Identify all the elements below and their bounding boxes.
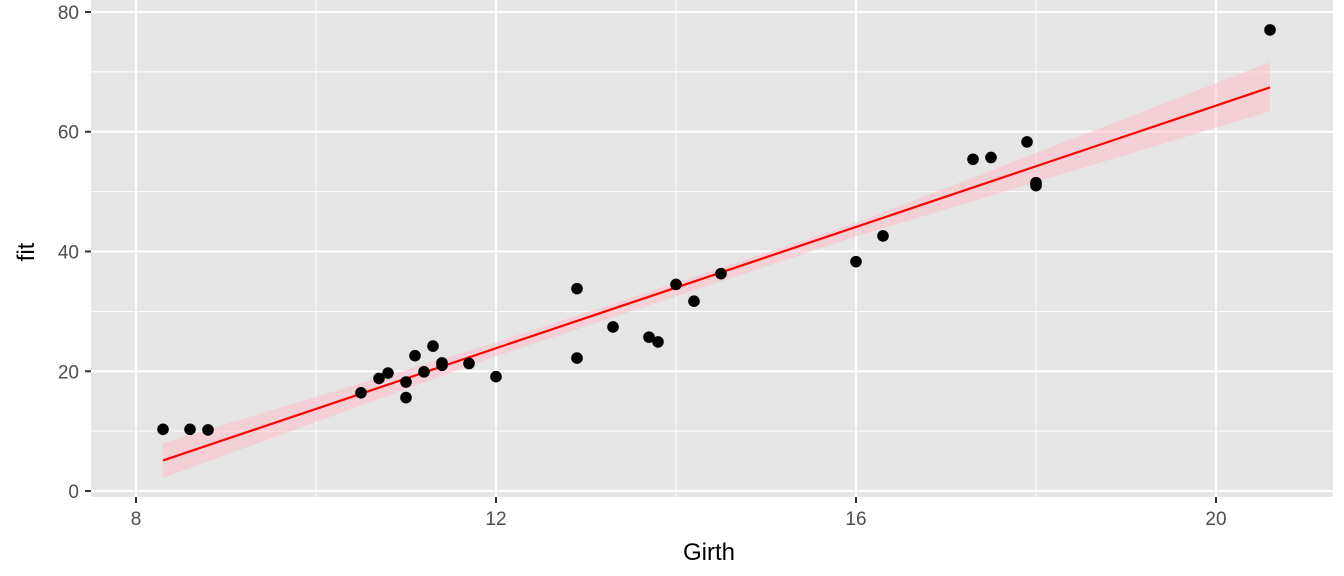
x-axis: 8 12 16 20 xyxy=(131,497,1227,530)
data-points xyxy=(157,24,1276,436)
y-axis-title: fit xyxy=(13,242,40,261)
data-point xyxy=(571,282,583,295)
data-point xyxy=(985,151,997,164)
y-tick-label: 40 xyxy=(58,242,79,263)
data-point xyxy=(670,278,682,291)
data-point xyxy=(400,391,412,404)
data-point xyxy=(427,340,439,352)
data-point xyxy=(877,230,889,242)
x-tick-label: 20 xyxy=(1205,509,1226,530)
data-point xyxy=(184,423,196,436)
data-point xyxy=(400,376,412,388)
y-axis: 0 20 40 60 80 xyxy=(58,3,91,503)
data-point xyxy=(355,387,367,399)
data-point xyxy=(1264,24,1276,36)
data-point xyxy=(373,372,385,385)
y-tick-label: 80 xyxy=(58,3,79,24)
data-point xyxy=(652,336,664,348)
y-tick-label: 20 xyxy=(58,362,79,383)
data-point xyxy=(571,352,583,364)
data-point xyxy=(1021,136,1033,148)
data-point xyxy=(715,267,727,280)
minor-gridlines xyxy=(91,0,1333,497)
data-point xyxy=(409,349,421,362)
data-point xyxy=(643,331,655,343)
data-point xyxy=(436,357,448,369)
data-point xyxy=(1030,179,1042,192)
x-tick-label: 16 xyxy=(845,509,866,530)
data-point xyxy=(607,321,619,333)
data-point xyxy=(202,424,214,436)
data-point xyxy=(688,295,700,307)
x-tick-label: 8 xyxy=(131,509,142,530)
x-axis-title: Girth xyxy=(683,539,735,566)
y-tick-label: 60 xyxy=(58,123,79,144)
data-point xyxy=(463,357,475,370)
data-point xyxy=(967,153,979,166)
data-point xyxy=(850,255,862,268)
data-point xyxy=(418,366,430,378)
data-point xyxy=(382,367,394,379)
data-point xyxy=(157,423,169,436)
major-gridlines xyxy=(91,0,1333,497)
y-tick-label: 0 xyxy=(68,482,79,503)
x-tick-label: 12 xyxy=(485,509,506,530)
data-point xyxy=(490,370,502,383)
